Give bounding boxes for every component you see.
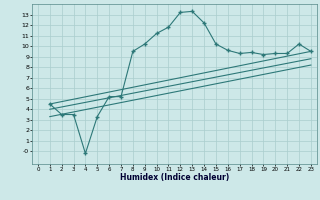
X-axis label: Humidex (Indice chaleur): Humidex (Indice chaleur)	[120, 173, 229, 182]
